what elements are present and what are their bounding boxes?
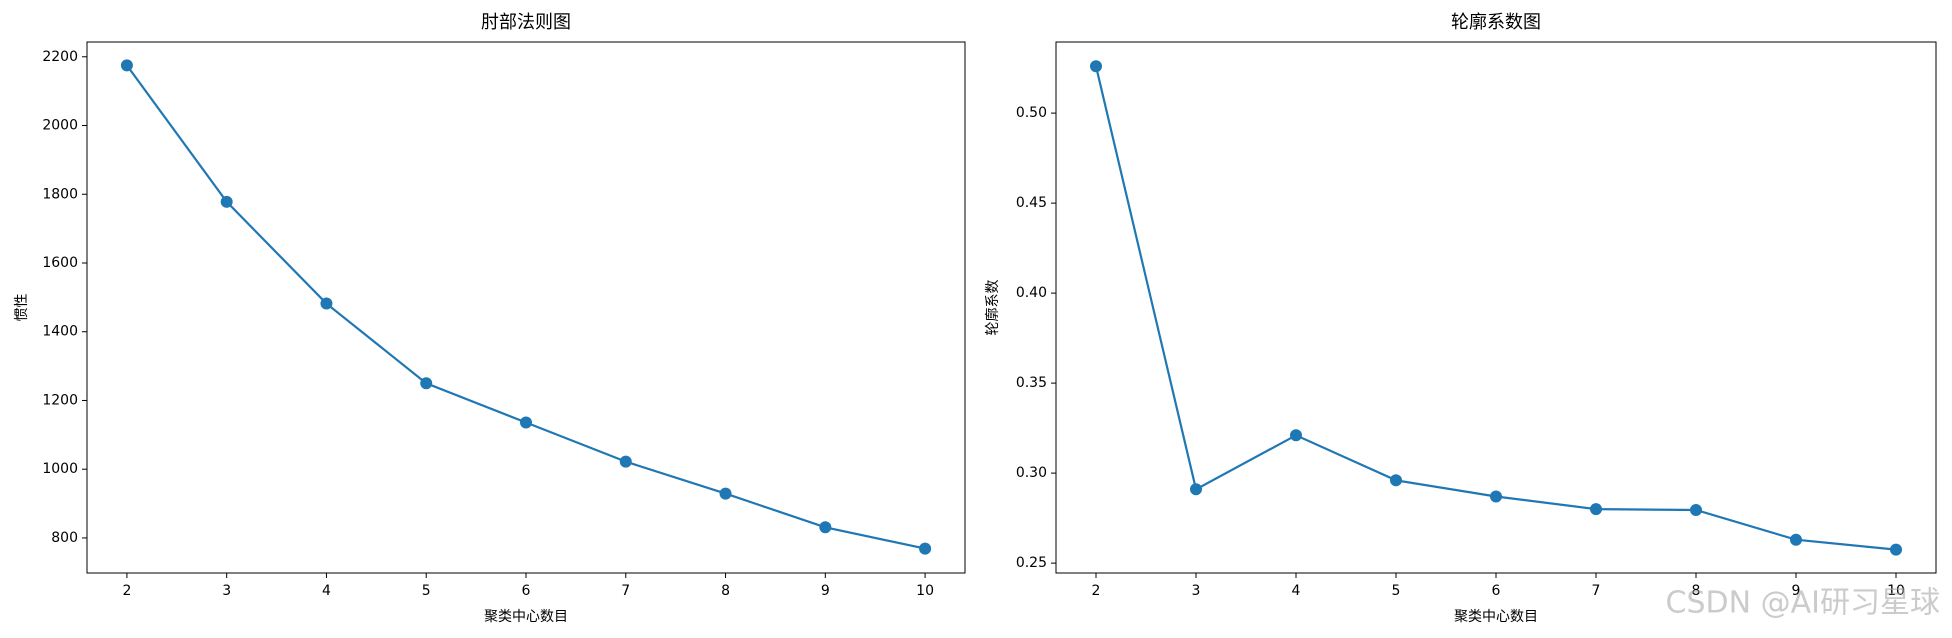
data-point bbox=[1790, 533, 1802, 546]
data-line bbox=[126, 64, 926, 550]
x-axis-label: 聚类中心数目 bbox=[484, 609, 568, 625]
data-point bbox=[1390, 474, 1402, 487]
chart-title: 肘部法则图 bbox=[481, 12, 571, 33]
x-tick-label: 9 bbox=[821, 583, 830, 599]
x-tick-label: 9 bbox=[1792, 583, 1801, 599]
data-point bbox=[120, 59, 133, 72]
x-tick-label: 10 bbox=[916, 583, 934, 599]
y-tick-label: 0.40 bbox=[1016, 285, 1047, 301]
data-point bbox=[819, 521, 832, 534]
y-tick-label: 0.25 bbox=[1016, 555, 1047, 571]
y-tick-label: 0.35 bbox=[1016, 375, 1047, 391]
x-tick-label: 7 bbox=[1592, 583, 1601, 599]
x-axis-label: 聚类中心数目 bbox=[1454, 609, 1538, 625]
data-point bbox=[1690, 504, 1702, 516]
x-tick-label: 2 bbox=[122, 583, 131, 599]
data-point bbox=[719, 487, 732, 500]
x-tick-label: 5 bbox=[422, 583, 431, 599]
x-tick-label: 6 bbox=[1492, 583, 1501, 599]
x-tick-label: 7 bbox=[621, 583, 630, 599]
y-tick-label: 1200 bbox=[42, 392, 78, 408]
y-tick-label: 2000 bbox=[42, 118, 78, 134]
x-tick-label: 2 bbox=[1092, 583, 1101, 599]
y-tick-label: 1600 bbox=[42, 255, 78, 271]
data-point bbox=[919, 542, 932, 555]
data-point bbox=[1090, 60, 1102, 73]
y-tick-label: 1000 bbox=[42, 461, 78, 477]
y-tick-label: 1800 bbox=[42, 186, 78, 202]
data-point bbox=[220, 195, 233, 208]
x-tick-label: 10 bbox=[1887, 583, 1905, 599]
plot-frame bbox=[86, 41, 966, 574]
x-tick-label: 4 bbox=[322, 583, 331, 599]
x-tick-label: 4 bbox=[1292, 583, 1301, 599]
y-tick-label: 800 bbox=[51, 530, 78, 546]
x-tick-label: 6 bbox=[522, 583, 531, 599]
y-axis-label: 惯性 bbox=[13, 294, 30, 322]
y-tick-label: 0.50 bbox=[1016, 105, 1047, 121]
y-tick-label: 2200 bbox=[42, 49, 78, 65]
data-point bbox=[1190, 483, 1202, 496]
data-line bbox=[1094, 66, 1897, 551]
x-tick-label: 8 bbox=[721, 583, 730, 599]
y-tick-label: 0.45 bbox=[1016, 195, 1047, 211]
data-point bbox=[1490, 490, 1502, 503]
x-tick-label: 5 bbox=[1392, 583, 1401, 599]
data-point bbox=[619, 455, 632, 468]
y-axis-label: 轮廓系数 bbox=[984, 280, 1001, 336]
x-tick-label: 8 bbox=[1692, 583, 1701, 599]
data-point bbox=[1890, 543, 1902, 556]
data-point bbox=[420, 377, 433, 390]
data-point bbox=[1290, 429, 1302, 442]
data-point bbox=[320, 297, 333, 310]
chart-title: 轮廓系数图 bbox=[1451, 12, 1541, 33]
x-tick-label: 3 bbox=[1192, 583, 1201, 599]
y-tick-label: 0.30 bbox=[1016, 465, 1047, 481]
data-point bbox=[1590, 503, 1602, 516]
watermark: CSDN @AI研习星球 bbox=[1666, 586, 1940, 621]
data-point bbox=[520, 416, 532, 429]
plot-frame bbox=[1055, 41, 1937, 574]
y-tick-label: 1400 bbox=[42, 324, 78, 340]
x-tick-label: 3 bbox=[222, 583, 231, 599]
